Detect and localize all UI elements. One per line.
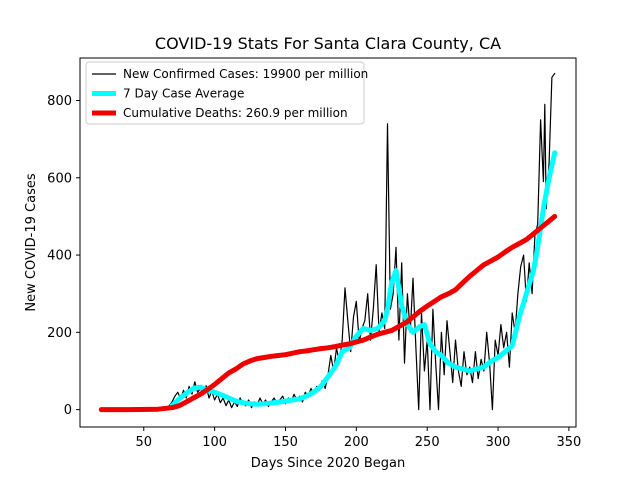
y-tick-label: 200 [47, 326, 72, 341]
y-tick-label: 800 [47, 94, 72, 109]
series-layer [98, 72, 558, 413]
plot-frame [79, 57, 577, 428]
x-axis: 50 100 150 200 250 300 350 [135, 427, 581, 450]
x-axis-label: Days Since 2020 Began [251, 456, 406, 471]
series-line-3 [98, 213, 558, 413]
x-tick-label: 150 [273, 435, 298, 450]
legend-entry: 7 Day Case Average [123, 87, 244, 101]
x-tick-label: 50 [135, 435, 152, 450]
legend-entry: Cumulative Deaths: 260.9 per million [123, 106, 348, 120]
legend-box [85, 61, 365, 125]
series-line-1 [100, 72, 556, 411]
chart-title: COVID-19 Stats For Santa Clara County, C… [155, 34, 501, 53]
legend-entry: New Confirmed Cases: 19900 per million [123, 67, 368, 81]
y-axis: 0 200 400 600 800 [47, 94, 80, 418]
legend: New Confirmed Cases: 19900 per million 7 … [85, 61, 368, 125]
y-axis-label: New COVID-19 Cases [24, 173, 39, 311]
x-tick-label: 350 [557, 435, 582, 450]
x-tick-label: 300 [486, 435, 511, 450]
series-line-2 [169, 150, 558, 409]
x-tick-label: 100 [202, 435, 227, 450]
x-tick-label: 250 [415, 435, 440, 450]
y-tick-label: 400 [47, 249, 72, 264]
y-tick-label: 0 [64, 403, 72, 418]
y-tick-label: 600 [47, 171, 72, 186]
x-tick-label: 200 [344, 435, 369, 450]
